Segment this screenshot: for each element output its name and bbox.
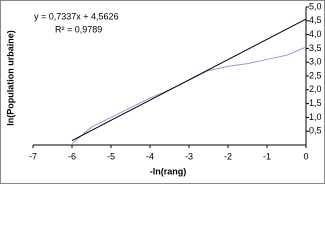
y-tick-label: 3,0 [309, 57, 322, 67]
x-tick-label: -3 [185, 151, 193, 161]
x-tick-label: 0 [303, 151, 308, 161]
r-squared: R² = 0,9789 [55, 24, 102, 34]
x-tick-label: -6 [68, 151, 76, 161]
page: y = 0,7337x + 4,5626 R² = 0,9789 -ln(ran… [0, 0, 325, 184]
x-tick-label: -4 [146, 151, 154, 161]
x-tick-label: -7 [29, 151, 37, 161]
y-tick-label: 1,5 [309, 98, 322, 108]
y-tick-label: 2,0 [309, 84, 322, 94]
chart-border [0, 0, 325, 184]
x-tick-label: -2 [224, 151, 232, 161]
x-axis-label: -ln(rang) [150, 166, 187, 176]
y-tick-label: 5,0 [309, 1, 322, 11]
x-tick-label: -1 [263, 151, 271, 161]
y-tick-label: 2,5 [309, 70, 322, 80]
y-tick-label: 0,5 [309, 126, 322, 136]
equation: y = 0,7337x + 4,5626 [34, 11, 119, 21]
y-tick-label: 1,0 [309, 112, 322, 122]
y-axis-label: ln(Population urbaine) [5, 30, 15, 126]
series-line [71, 18, 307, 142]
y-tick-label: 4,5 [309, 15, 322, 25]
y-tick-label: 3,5 [309, 43, 322, 53]
chart: y = 0,7337x + 4,5626 R² = 0,9789 -ln(ran… [0, 0, 325, 184]
x-tick-label: -5 [107, 151, 115, 161]
y-tick-label: 4,0 [309, 29, 322, 39]
